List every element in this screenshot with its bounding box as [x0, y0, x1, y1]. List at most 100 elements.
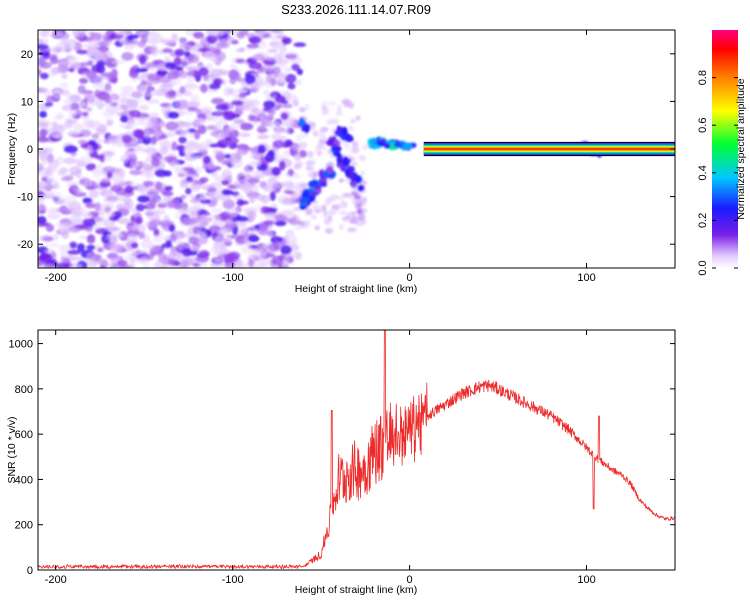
spectral-blob — [293, 42, 307, 47]
spectral-blob — [267, 243, 281, 253]
spectral-blob — [348, 125, 354, 132]
spectral-blob — [299, 183, 308, 188]
x-tick-label: -200 — [45, 272, 67, 284]
spectral-blob — [110, 196, 119, 203]
spectral-blob — [52, 182, 60, 190]
spectral-blob — [247, 210, 257, 221]
spectral-blob — [129, 169, 144, 176]
spectral-blob — [38, 163, 44, 172]
spectral-blob — [142, 264, 151, 268]
spectral-blob — [197, 124, 207, 135]
spectral-blob — [148, 220, 163, 227]
spectral-blob — [287, 182, 295, 192]
spectral-blob — [156, 198, 168, 204]
spectral-blob — [123, 202, 132, 211]
spectral-blob — [346, 213, 351, 221]
spectral-blob — [292, 206, 302, 212]
spectral-blob — [88, 38, 101, 48]
spectral-blob — [279, 90, 292, 95]
spectral-blob — [137, 131, 144, 140]
spectral-blob — [38, 87, 51, 94]
colorbar-tick-label: 0.2 — [697, 213, 709, 228]
spectral-blob — [39, 128, 48, 137]
spectral-blob — [60, 255, 67, 264]
spectral-blob — [59, 89, 70, 96]
spectral-blob — [67, 130, 79, 137]
spectral-blob — [94, 202, 101, 212]
spectral-blob — [117, 137, 124, 148]
spectral-blob — [83, 119, 95, 128]
spectral-blob — [131, 98, 145, 104]
spectral-blob — [238, 47, 246, 53]
spectral-blob — [138, 231, 146, 239]
spectral-blob — [158, 161, 166, 169]
spectral-blob — [102, 166, 116, 173]
spectral-blob — [87, 96, 101, 106]
spectral-blob — [297, 221, 305, 226]
spectral-blob — [96, 60, 106, 68]
spectral-blob — [183, 171, 190, 177]
spectral-blob — [248, 258, 255, 268]
spectral-blob — [128, 109, 141, 118]
spectral-blob — [280, 112, 289, 121]
spectral-blob — [277, 72, 286, 79]
spectral-blob — [103, 197, 114, 202]
spectral-blob — [126, 120, 138, 128]
spectral-blob — [260, 206, 270, 214]
spectral-blob — [159, 146, 168, 155]
spectral-blob — [133, 145, 144, 152]
spectral-blob — [195, 108, 202, 115]
spectral-blob — [120, 85, 135, 93]
spectral-blob — [342, 156, 349, 164]
spectral-blob — [104, 206, 112, 213]
spectral-blob — [205, 230, 212, 236]
spectral-blob — [207, 163, 216, 171]
spectral-blob — [158, 62, 166, 71]
spectral-blob — [183, 83, 198, 90]
spectral-blob — [263, 220, 275, 226]
spectral-blob — [238, 93, 247, 99]
spectral-blob — [60, 176, 73, 182]
spectral-blob — [126, 103, 139, 110]
spectral-blob — [271, 41, 283, 50]
spectral-blob — [86, 234, 96, 244]
spectral-blob — [189, 94, 200, 102]
spectral-blob — [168, 199, 180, 209]
spectral-blob — [257, 144, 267, 154]
spectral-blob — [164, 56, 171, 64]
spectral-blob — [174, 48, 185, 57]
spectral-blob — [317, 151, 322, 156]
colorbar-tick-label: 0.8 — [697, 70, 709, 85]
spectral-blob — [111, 226, 120, 231]
spectral-blob — [146, 99, 160, 104]
spectral-blob — [179, 121, 193, 126]
spectral-blob — [39, 30, 50, 38]
spectral-blob — [336, 156, 342, 164]
spectral-blob — [135, 216, 143, 225]
snr-frame — [37, 329, 676, 571]
spectral-blob — [94, 89, 101, 98]
spectral-blob — [38, 204, 48, 211]
spectral-blob — [262, 185, 277, 193]
spectral-blob — [338, 178, 345, 183]
spectral-blob — [211, 97, 225, 105]
snr-y-ticks: 0 200 400 600 800 1000 — [9, 339, 675, 577]
spectral-blob — [221, 179, 230, 186]
spectral-blob — [139, 104, 149, 111]
spectral-blob — [149, 45, 158, 52]
spectral-blob — [53, 115, 64, 120]
spectral-blob — [235, 58, 246, 64]
spectral-blob — [65, 220, 72, 226]
spectral-blob — [282, 261, 289, 268]
spectral-blob — [214, 236, 222, 243]
y-tick-label: 0 — [27, 565, 33, 577]
spectral-blob — [240, 245, 253, 254]
spectral-blob — [229, 64, 238, 70]
spectral-blob — [86, 185, 95, 190]
spectral-blob — [167, 70, 180, 80]
spectral-blob — [236, 147, 249, 156]
spectral-blob — [117, 111, 129, 117]
spectral-blob — [321, 204, 327, 213]
